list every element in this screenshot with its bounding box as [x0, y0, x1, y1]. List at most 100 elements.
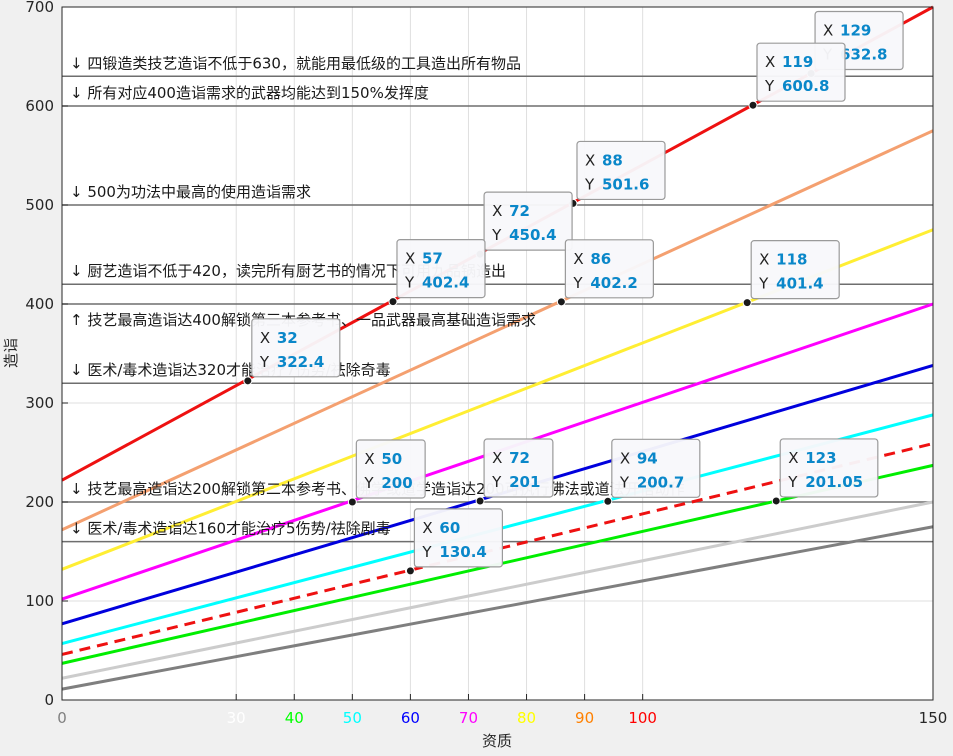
datatip-y-value: 401.4 — [776, 275, 823, 293]
datatip[interactable]: X 72 Y 201 — [475, 438, 554, 506]
y-tick-label: 700 — [25, 0, 54, 16]
datatip-x-key: X — [788, 449, 798, 467]
datatip-x-key: X — [422, 519, 432, 537]
datatip-y-key: Y — [764, 77, 775, 95]
datatip-x-value: 118 — [776, 251, 807, 269]
y-tick-label: 200 — [25, 493, 54, 511]
datatip-x-key: X — [765, 53, 775, 71]
x-tick-label: 150 — [919, 709, 948, 727]
datatip-y-value: 200 — [381, 474, 412, 492]
datatip-y-key: Y — [421, 543, 432, 561]
series-line — [61, 525, 934, 691]
datatip-x-value: 72 — [509, 202, 530, 220]
y-tick-label: 0 — [44, 691, 54, 709]
y-axis-ticks: 0 100 200 300 400 500 600 700 — [25, 0, 68, 709]
threshold-label: ↓ 医术/毒术造诣达320才能治疗7伤势/祛除奇毒 — [70, 361, 391, 379]
threshold-label: ↓ 所有对应400造诣需求的武器均能达到150%发挥度 — [70, 84, 429, 102]
datatip-y-key: Y — [584, 175, 595, 193]
datatip-y-key: Y — [572, 274, 583, 292]
datatip-box — [564, 239, 654, 299]
datatip-y-value: 200.7 — [637, 473, 684, 491]
datatip[interactable]: X 123 Y 201.05 — [771, 438, 879, 506]
datatip[interactable]: X 57 Y 402.4 — [388, 239, 486, 307]
x-tick-label: 60 — [401, 709, 420, 727]
y-tick-label: 500 — [25, 196, 54, 214]
datatip-y-key: Y — [787, 473, 798, 491]
x-tick-label: 90 — [575, 709, 594, 727]
datatip-y-key: Y — [491, 226, 502, 244]
datatip-y-value: 201 — [509, 473, 540, 491]
x-tick-label: 80 — [517, 709, 536, 727]
datatip-y-value: 402.4 — [422, 274, 469, 292]
datatip-x-value: 60 — [439, 519, 460, 537]
datatip-y-value: 322.4 — [277, 353, 324, 371]
datatip[interactable]: X 50 Y 200 — [347, 439, 426, 507]
x-tick-label: 0 — [57, 709, 67, 727]
datatip-box — [611, 438, 701, 498]
datatip-box — [756, 42, 846, 102]
datatip-x-key: X — [573, 250, 583, 268]
datatip-x-key: X — [823, 22, 833, 40]
datatip-y-value: 600.8 — [782, 77, 829, 95]
datatip-x-value: 94 — [637, 449, 658, 467]
datatip-x-value: 123 — [805, 449, 836, 467]
datatip-box — [355, 439, 426, 499]
datatip-x-key: X — [492, 449, 502, 467]
datatip[interactable]: X 72 Y 450.4 — [475, 191, 573, 259]
x-tick-label: 40 — [285, 709, 304, 727]
datatip-y-key: Y — [404, 274, 415, 292]
datatip-x-value: 50 — [381, 450, 402, 468]
x-axis-title: 资质 — [482, 732, 512, 750]
datatip[interactable]: X 94 Y 200.7 — [603, 438, 701, 506]
datatip-y-value: 632.8 — [840, 46, 887, 64]
datatip-box — [483, 191, 573, 251]
datatip-marker — [771, 496, 781, 506]
datatip-y-value: 402.2 — [590, 274, 637, 292]
datatip[interactable]: X 118 Y 401.4 — [742, 240, 840, 308]
datatip-x-value: 86 — [590, 250, 611, 268]
datatip-y-value: 201.05 — [805, 473, 863, 491]
threshold-label: ↓ 四锻造类技艺造诣不低于630，就能用最低级的工具造出所有物品 — [70, 54, 521, 72]
datatip-marker — [742, 298, 752, 308]
y-tick-label: 300 — [25, 394, 54, 412]
x-tick-label: 30 — [227, 709, 246, 727]
y-tick-label: 600 — [25, 97, 54, 115]
datatip-x-key: X — [759, 251, 769, 269]
datatip-y-value: 450.4 — [509, 226, 556, 244]
threshold-label: ↓ 医术/毒术造诣达160才能治疗5伤势/祛除剧毒 — [70, 520, 391, 538]
datatip-y-value: 501.6 — [602, 175, 649, 193]
series-line — [61, 500, 934, 680]
datatip-y-key: Y — [758, 275, 769, 293]
datatip-x-value: 119 — [782, 53, 813, 71]
datatip-x-key: X — [585, 151, 595, 169]
datatip[interactable]: X 32 Y 322.4 — [243, 318, 341, 386]
datatip[interactable]: X 88 Y 501.6 — [568, 140, 666, 208]
datatip-x-key: X — [364, 450, 374, 468]
datatip-marker — [556, 297, 566, 307]
y-axis-title: 造诣 — [2, 338, 20, 368]
threshold-label: ↓ 500为功法中最高的使用造诣需求 — [70, 183, 311, 201]
datatip-x-value: 88 — [602, 151, 623, 169]
datatip-box — [251, 318, 341, 378]
datatip-box — [396, 239, 486, 299]
datatip-box — [779, 438, 879, 498]
datatip-y-key: Y — [491, 473, 502, 491]
datatip-x-value: 32 — [277, 329, 298, 347]
datatip[interactable]: X 60 Y 130.4 — [405, 508, 503, 576]
datatip-x-value: 72 — [509, 449, 530, 467]
datatip[interactable]: X 86 Y 402.2 — [556, 239, 654, 307]
datatip-y-key: Y — [619, 473, 630, 491]
datatip-y-key: Y — [259, 353, 270, 371]
data-tips[interactable]: X129Y632.8X119Y600.8X88Y501.6X72Y450.4X5… — [243, 10, 904, 576]
datatip[interactable]: X 119 Y 600.8 — [748, 42, 846, 110]
datatip-x-key: X — [405, 250, 415, 268]
datatip-x-value: 129 — [840, 22, 871, 40]
datatip-box — [750, 240, 840, 300]
datatip-marker — [405, 566, 415, 576]
datatip-y-value: 130.4 — [439, 543, 486, 561]
datatip-marker — [388, 297, 398, 307]
x-axis-ticks: 0 30 40 50 60 70 80 90 100 150 — [57, 694, 947, 727]
datatip-marker — [475, 496, 485, 506]
y-tick-label: 400 — [25, 295, 54, 313]
